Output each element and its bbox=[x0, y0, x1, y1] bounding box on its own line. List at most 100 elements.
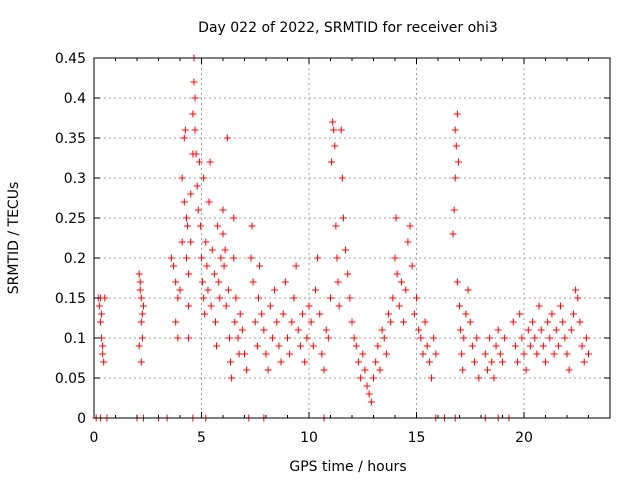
data-point bbox=[415, 326, 423, 334]
data-point bbox=[529, 318, 537, 326]
data-point bbox=[565, 366, 573, 374]
data-point bbox=[296, 342, 304, 350]
data-point bbox=[196, 222, 204, 230]
data-point bbox=[309, 342, 317, 350]
data-point bbox=[301, 358, 309, 366]
data-point bbox=[273, 318, 281, 326]
data-point bbox=[251, 318, 259, 326]
data-point bbox=[236, 310, 244, 318]
data-point bbox=[191, 94, 199, 102]
data-point bbox=[359, 350, 367, 358]
data-point bbox=[475, 374, 483, 382]
data-point bbox=[578, 342, 586, 350]
data-point bbox=[260, 326, 268, 334]
data-point bbox=[417, 334, 425, 342]
data-point bbox=[182, 254, 190, 262]
data-point bbox=[370, 374, 377, 382]
data-point bbox=[539, 342, 547, 350]
data-point bbox=[182, 214, 190, 222]
plot-frame bbox=[93, 57, 611, 419]
data-point bbox=[307, 318, 315, 326]
data-point bbox=[135, 342, 143, 350]
x-tick-label: 10 bbox=[300, 430, 318, 446]
data-point bbox=[327, 294, 334, 302]
axis-ticks: 0 0.05 0.1 0.15 0.2 0.25 0.3 0.35 0.4 0.45 0 5 10 15 2… bbox=[55, 51, 611, 446]
data-point bbox=[203, 262, 211, 270]
data-point bbox=[400, 318, 408, 326]
y-axis-label: SRMTID / TECUs bbox=[6, 182, 22, 295]
y-tick-label: 0.3 bbox=[64, 171, 86, 187]
data-point bbox=[284, 334, 291, 342]
data-point bbox=[554, 342, 562, 350]
data-point bbox=[181, 126, 189, 134]
data-point bbox=[337, 126, 345, 134]
data-point bbox=[238, 326, 246, 334]
data-point bbox=[213, 342, 221, 350]
data-point bbox=[187, 190, 195, 198]
data-point bbox=[254, 294, 262, 302]
data-point bbox=[354, 358, 362, 366]
data-point bbox=[410, 310, 418, 318]
data-point bbox=[348, 318, 356, 326]
data-point bbox=[450, 206, 458, 214]
chart-title: Day 022 of 2022, SRMTID for receiver ohi… bbox=[198, 20, 498, 36]
data-point bbox=[234, 334, 242, 342]
data-point bbox=[200, 294, 208, 302]
y-tick-label: 0.45 bbox=[55, 51, 86, 67]
data-point bbox=[223, 134, 231, 142]
data-point bbox=[96, 318, 104, 326]
data-point bbox=[178, 238, 186, 246]
data-point bbox=[425, 358, 433, 366]
data-point bbox=[531, 334, 539, 342]
data-point bbox=[514, 358, 522, 366]
data-point bbox=[191, 126, 199, 134]
data-point bbox=[275, 342, 283, 350]
data-point bbox=[271, 286, 279, 294]
data-point bbox=[185, 302, 193, 310]
data-point bbox=[294, 326, 302, 334]
data-point bbox=[204, 286, 212, 294]
data-point bbox=[350, 334, 358, 342]
data-point bbox=[451, 126, 459, 134]
y-tick-label: 0.25 bbox=[55, 211, 86, 227]
data-point bbox=[220, 262, 228, 270]
data-point bbox=[219, 206, 227, 214]
data-point bbox=[559, 318, 567, 326]
data-point bbox=[253, 342, 261, 350]
data-point bbox=[572, 286, 580, 294]
data-point bbox=[367, 398, 375, 406]
data-point bbox=[256, 262, 264, 270]
data-point bbox=[180, 198, 188, 206]
data-point bbox=[334, 278, 342, 286]
data-point bbox=[533, 350, 541, 358]
data-point bbox=[452, 142, 460, 150]
data-point bbox=[99, 350, 107, 358]
data-point bbox=[393, 270, 401, 278]
data-point bbox=[402, 286, 410, 294]
y-tick-label: 0.1 bbox=[64, 331, 86, 347]
data-point bbox=[281, 278, 289, 286]
data-point bbox=[200, 174, 208, 182]
data-point bbox=[172, 278, 180, 286]
data-point bbox=[288, 318, 296, 326]
data-point bbox=[387, 318, 395, 326]
data-point bbox=[137, 294, 145, 302]
data-point bbox=[207, 302, 215, 310]
data-point bbox=[548, 310, 556, 318]
data-point bbox=[363, 382, 371, 390]
data-point bbox=[458, 350, 466, 358]
data-point bbox=[460, 334, 468, 342]
data-point bbox=[585, 350, 592, 358]
data-point bbox=[499, 358, 506, 366]
data-point bbox=[100, 358, 108, 366]
data-point bbox=[419, 350, 427, 358]
data-point bbox=[187, 238, 195, 246]
data-point bbox=[428, 374, 436, 382]
data-point bbox=[453, 110, 461, 118]
data-point bbox=[518, 334, 526, 342]
data-point bbox=[224, 286, 232, 294]
data-point bbox=[264, 366, 272, 374]
grid bbox=[94, 58, 610, 418]
data-point bbox=[170, 262, 178, 270]
